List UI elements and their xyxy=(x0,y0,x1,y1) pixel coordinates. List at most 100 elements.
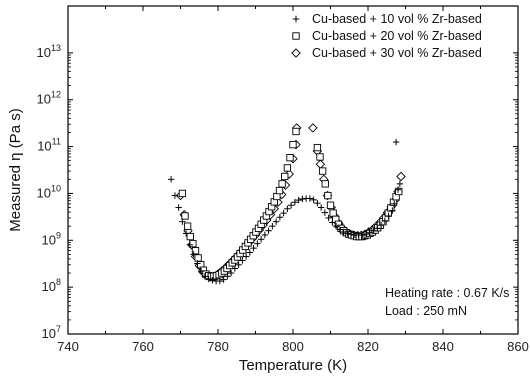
annotation-heating-rate: Heating rate : 0.67 K/s xyxy=(385,286,509,300)
data-point-plus xyxy=(359,231,366,239)
data-point-plus xyxy=(295,196,302,204)
data-point-square xyxy=(181,212,189,220)
data-point-plus xyxy=(381,217,389,225)
annotation-load: Load : 250 mN xyxy=(385,304,467,318)
data-point-plus xyxy=(362,230,370,238)
legend-label: Cu-based + 30 vol % Zr-based xyxy=(312,46,482,60)
y-tick-label: 109 xyxy=(42,230,61,247)
x-tick-label: 820 xyxy=(357,339,379,354)
data-point-square xyxy=(286,154,294,162)
data-point-plus xyxy=(299,195,306,203)
data-point-plus xyxy=(329,219,336,226)
data-point-plus xyxy=(194,260,201,267)
data-point-plus xyxy=(377,221,385,229)
data-point-plus xyxy=(175,204,182,211)
data-point-plus xyxy=(366,229,374,236)
data-point-plus xyxy=(209,277,216,284)
data-point-square xyxy=(186,232,194,241)
data-point-plus xyxy=(216,277,224,285)
data-point-plus xyxy=(182,230,190,237)
data-point-square xyxy=(318,167,327,175)
data-point-square xyxy=(316,153,324,161)
data-point-plus xyxy=(310,196,317,204)
data-point-plus xyxy=(179,218,186,225)
data-point-plus xyxy=(235,261,242,268)
data-point-plus xyxy=(280,209,287,217)
y-tick-label: 1010 xyxy=(37,183,61,200)
data-point-plus xyxy=(257,236,265,243)
data-point-square xyxy=(289,140,297,149)
data-point-plus xyxy=(197,267,205,275)
data-point-square xyxy=(324,191,332,200)
data-point-plus xyxy=(276,214,284,221)
data-point-plus xyxy=(394,186,402,193)
y-axis-title: Measured η (Pa s) xyxy=(7,108,24,231)
data-point-plus xyxy=(370,227,377,234)
data-point-diamond xyxy=(308,123,318,133)
data-point-plus xyxy=(269,222,276,230)
data-point-square xyxy=(183,222,192,230)
y-tick-label: 107 xyxy=(42,324,61,341)
data-point-plus xyxy=(239,257,246,264)
data-point-square xyxy=(178,189,187,198)
series-square xyxy=(178,127,403,280)
data-point-plus xyxy=(227,269,235,277)
data-point-plus xyxy=(314,199,321,207)
data-point-plus xyxy=(201,273,209,280)
data-point-plus xyxy=(317,204,325,211)
data-point-square xyxy=(189,239,197,248)
legend-marker-diamond xyxy=(291,48,301,58)
data-point-plus xyxy=(392,138,400,146)
data-point-plus xyxy=(272,218,280,225)
x-tick-label: 740 xyxy=(57,339,79,354)
data-point-square xyxy=(313,143,322,152)
data-point-plus xyxy=(321,209,329,216)
y-tick-label: 108 xyxy=(42,277,61,294)
data-point-square xyxy=(329,209,337,217)
data-point-square xyxy=(273,192,281,201)
x-axis-ticks: 740 760 780 800 820 840 860 xyxy=(57,6,529,354)
data-point-plus xyxy=(224,273,231,280)
data-point-diamond xyxy=(396,171,406,182)
data-point-plus xyxy=(385,212,392,220)
data-point-square xyxy=(191,247,200,255)
legend-label: Cu-based + 10 vol % Zr-based xyxy=(312,12,482,26)
data-point-square xyxy=(321,180,329,188)
data-point-plus xyxy=(291,198,299,206)
data-point-plus xyxy=(186,241,194,249)
data-series-layer xyxy=(167,123,406,285)
data-point-square xyxy=(194,254,202,262)
data-point-plus xyxy=(231,265,239,272)
data-point-square xyxy=(395,187,403,196)
data-point-plus xyxy=(391,200,398,208)
x-tick-label: 840 xyxy=(432,339,454,354)
x-tick-label: 760 xyxy=(132,339,154,354)
data-point-plus xyxy=(374,225,381,232)
data-point-square xyxy=(326,201,335,209)
data-point-plus xyxy=(246,249,254,256)
data-point-square xyxy=(281,172,289,181)
x-tick-label: 860 xyxy=(507,339,529,354)
y-tick-label: 1013 xyxy=(37,43,61,60)
data-point-plus xyxy=(332,222,340,230)
data-point-square xyxy=(275,186,284,195)
data-point-plus xyxy=(284,205,291,212)
data-point-plus xyxy=(167,176,175,183)
data-point-plus xyxy=(261,231,269,239)
data-point-plus xyxy=(254,240,261,247)
data-point-plus xyxy=(340,228,347,236)
data-point-plus xyxy=(344,230,351,237)
legend-label: Cu-based + 20 vol % Zr-based xyxy=(312,29,482,43)
data-point-plus xyxy=(325,214,332,222)
y-tick-label: 1011 xyxy=(37,137,61,154)
y-tick-label: 1012 xyxy=(37,90,61,107)
legend-marker-plus xyxy=(292,15,300,23)
data-point-plus xyxy=(396,180,404,188)
x-axis-title: Temperature (K) xyxy=(239,357,347,374)
data-point-plus xyxy=(287,202,295,209)
series-plus xyxy=(167,138,404,285)
data-point-square xyxy=(278,180,286,188)
legend-marker-square xyxy=(292,32,300,40)
